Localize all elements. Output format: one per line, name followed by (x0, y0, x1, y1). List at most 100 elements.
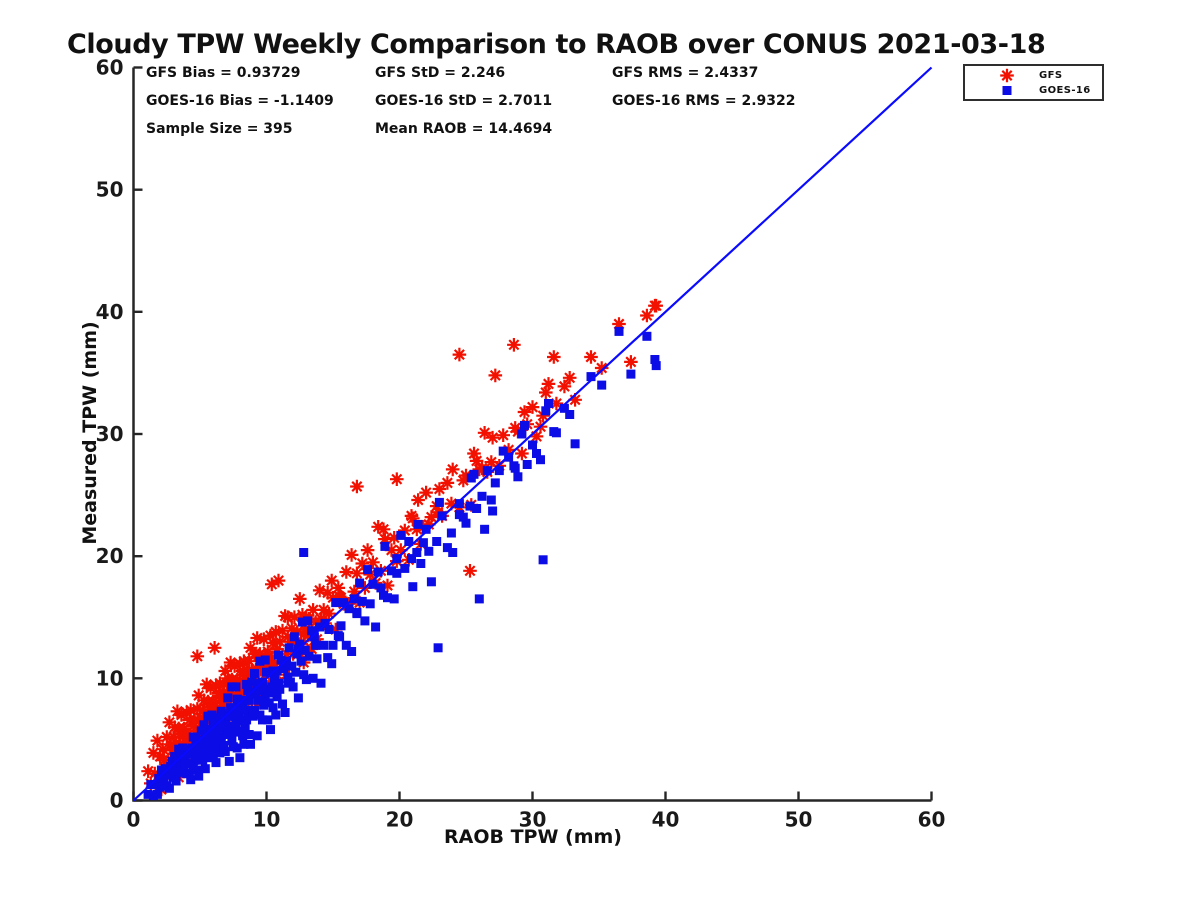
x-tick-label: 10 (253, 808, 281, 832)
gfs-point (451, 346, 468, 363)
gfs-point (444, 461, 461, 478)
goes16-point (432, 537, 442, 546)
goes16-point (389, 594, 399, 604)
goes16-point (357, 596, 367, 606)
goes16-point (283, 678, 293, 688)
goes16-point (424, 546, 434, 556)
goes16-point (235, 753, 245, 763)
goes16-point (316, 678, 326, 688)
stat-goes16-bias: GOES-16 Bias = -1.1409 (146, 93, 334, 109)
gfs-point (388, 471, 405, 488)
goes16-point (486, 495, 496, 505)
goes16-point (400, 563, 410, 573)
stat-mean-raob: Mean RAOB = 14.4694 (375, 121, 553, 137)
goes16-point (360, 616, 370, 626)
goes16-point (336, 621, 346, 631)
gfs-point (506, 336, 522, 353)
goes16-point (488, 506, 498, 516)
goes16-point (541, 406, 551, 416)
goes16-point (418, 538, 428, 548)
gfs-point (206, 639, 223, 656)
x-tick-label: 60 (918, 808, 946, 832)
goes16-point (284, 643, 294, 653)
gfs-point (495, 427, 512, 444)
goes16-point (509, 461, 519, 471)
goes16-point (363, 565, 373, 575)
identity-line (132, 66, 933, 802)
goes16-point (311, 640, 321, 650)
goes16-point (200, 764, 210, 774)
goes16-point (380, 541, 390, 551)
goes16-point (324, 625, 334, 634)
y-tick-label: 50 (96, 178, 124, 202)
stat-sample-size: Sample Size = 395 (146, 121, 293, 137)
legend-label-goes16: GOES-16 (1039, 84, 1091, 96)
goes16-point (520, 420, 529, 430)
goes16-point (192, 748, 202, 758)
legend-item-gfs: GFS (965, 67, 1102, 83)
goes16-point (280, 708, 290, 717)
gfs-point (189, 648, 206, 665)
stat-gfs-rms: GFS RMS = 2.4337 (612, 65, 759, 81)
goes16-point (434, 497, 444, 507)
y-tick-label: 40 (96, 300, 124, 324)
goes16-point (252, 731, 262, 741)
goes16-point (532, 449, 541, 458)
goes16-square-icon (1002, 85, 1012, 95)
gfs-asterisk-icon (999, 67, 1015, 83)
goes16-point (210, 744, 220, 754)
goes16-point (327, 659, 337, 669)
goes16-point (331, 598, 341, 608)
goes16-point (498, 446, 508, 456)
goes16-point (416, 559, 426, 568)
goes16-point (211, 758, 221, 768)
gfs-point (639, 307, 655, 324)
goes16-point (312, 654, 322, 664)
goes16-point (299, 548, 309, 557)
gfs-point (343, 547, 360, 563)
y-tick-label: 30 (96, 422, 124, 446)
x-tick-label: 50 (785, 808, 813, 832)
goes16-point (522, 460, 532, 469)
goes16-point (238, 728, 248, 738)
y-tick-label: 60 (96, 56, 124, 80)
goes16-point (549, 427, 559, 437)
goes16-point (433, 643, 443, 653)
gfs-point (593, 360, 610, 376)
goes16-point (626, 369, 636, 379)
gfs-point (487, 367, 504, 384)
goes16-point (538, 555, 548, 565)
goes16-point (528, 440, 537, 450)
goes16-point (231, 682, 241, 692)
gfs-point (583, 349, 599, 365)
goes16-point (352, 607, 362, 617)
goes16-point (260, 655, 270, 665)
goes16-point (308, 673, 318, 683)
y-tick-label: 10 (96, 666, 124, 690)
series-goes16 (143, 326, 661, 801)
goes16-point (293, 693, 303, 703)
x-tick-label: 30 (519, 808, 547, 832)
goes16-point (210, 732, 220, 742)
goes16-point (426, 577, 436, 587)
goes16-point (291, 667, 301, 677)
goes16-point (304, 651, 314, 661)
goes16-point (458, 512, 468, 522)
x-tick-label: 20 (386, 808, 414, 832)
x-axis-label: RAOB TPW (mm) (443, 826, 622, 848)
goes16-point (335, 632, 345, 642)
gfs-point (291, 591, 308, 607)
legend: GFS GOES-16 (963, 64, 1104, 101)
gfs-point (623, 354, 639, 370)
goes16-point (413, 519, 423, 529)
y-axis-label: Measured TPW (mm) (79, 321, 101, 545)
goes16-point (480, 524, 490, 534)
goes16-point (651, 361, 661, 371)
goes16-point (408, 582, 418, 592)
goes16-point (267, 682, 277, 692)
goes16-point (296, 656, 306, 666)
y-tick-label: 0 (110, 789, 124, 813)
goes16-point (490, 478, 500, 488)
goes16-point (597, 380, 607, 390)
